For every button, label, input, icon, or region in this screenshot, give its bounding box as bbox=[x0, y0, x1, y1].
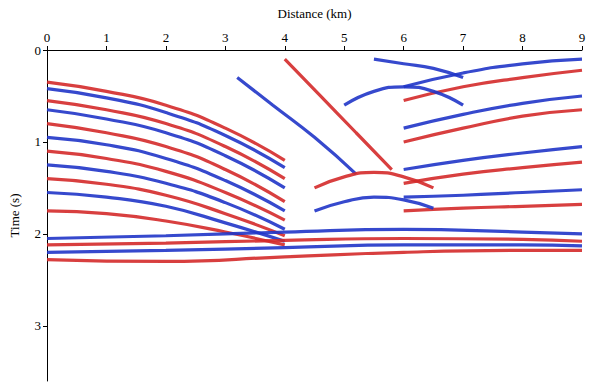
svg-text:1: 1 bbox=[103, 30, 110, 45]
svg-text:5: 5 bbox=[341, 30, 348, 45]
svg-text:0: 0 bbox=[44, 30, 51, 45]
svg-text:Time (s): Time (s) bbox=[7, 194, 22, 238]
svg-text:9: 9 bbox=[579, 30, 586, 45]
svg-text:3: 3 bbox=[222, 30, 229, 45]
svg-text:2: 2 bbox=[163, 30, 170, 45]
svg-text:1: 1 bbox=[35, 134, 42, 149]
svg-text:Distance (km): Distance (km) bbox=[277, 6, 351, 21]
svg-text:2: 2 bbox=[35, 226, 42, 241]
svg-text:4: 4 bbox=[282, 30, 289, 45]
svg-text:3: 3 bbox=[35, 318, 42, 333]
svg-text:0: 0 bbox=[35, 43, 42, 58]
svg-text:8: 8 bbox=[519, 30, 526, 45]
svg-text:7: 7 bbox=[460, 30, 467, 45]
svg-text:6: 6 bbox=[400, 30, 407, 45]
